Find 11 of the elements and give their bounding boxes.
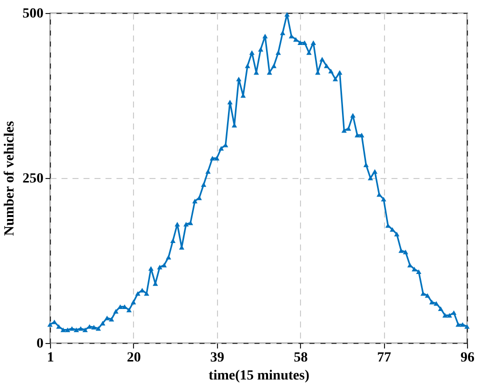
x-tick-label: 1 — [47, 350, 54, 366]
x-tick-label: 58 — [294, 350, 308, 366]
x-tick-label: 96 — [460, 350, 474, 366]
x-axis-title: time(15 minutes) — [208, 368, 310, 384]
x-tick-label: 39 — [210, 350, 224, 366]
x-tick-label: 20 — [126, 350, 141, 366]
y-tick-label: 500 — [22, 6, 44, 22]
x-tick-label: 77 — [377, 350, 392, 366]
y-axis-title: Number of vehicles — [2, 120, 18, 236]
y-tick-label: 0 — [36, 336, 44, 352]
y-tick-label: 250 — [22, 172, 44, 186]
